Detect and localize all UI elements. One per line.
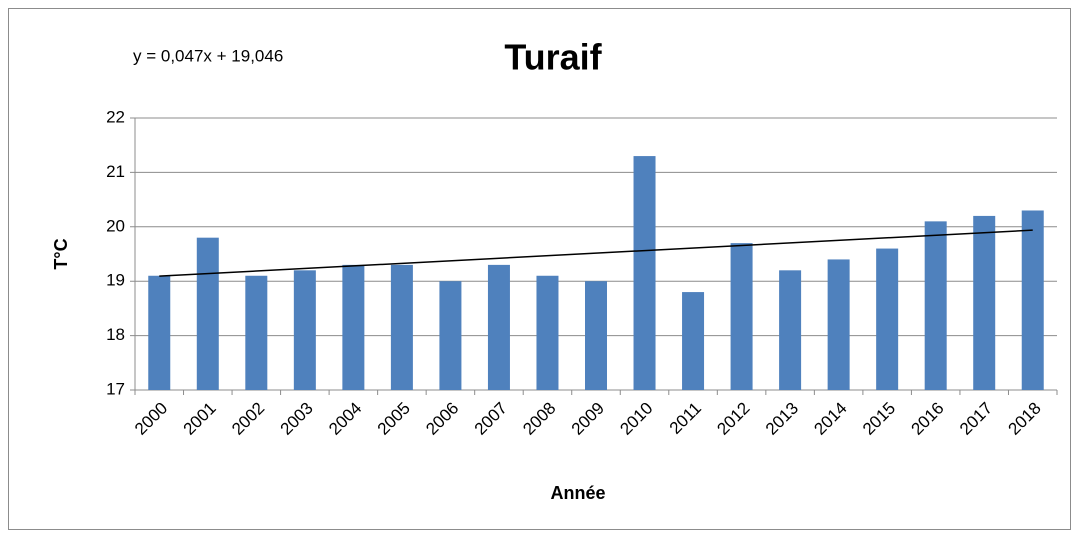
bar bbox=[342, 264, 365, 390]
y-tick-label: 21 bbox=[106, 162, 125, 181]
bar bbox=[293, 270, 316, 390]
y-tick-label: 17 bbox=[106, 379, 125, 398]
bar bbox=[779, 270, 802, 390]
bar bbox=[196, 237, 219, 390]
bar bbox=[876, 248, 899, 390]
bar bbox=[633, 156, 656, 390]
bar bbox=[730, 243, 753, 390]
bar bbox=[1021, 210, 1044, 390]
trendline-equation: y = 0,047x + 19,046 bbox=[133, 46, 283, 65]
y-tick-label: 19 bbox=[106, 271, 125, 290]
bar bbox=[245, 275, 268, 390]
y-tick-label: 20 bbox=[106, 216, 125, 235]
x-axis-title: Année bbox=[550, 483, 605, 503]
bar bbox=[585, 281, 607, 390]
bar bbox=[924, 221, 947, 390]
y-axis-title: T°C bbox=[51, 238, 71, 269]
bar bbox=[148, 275, 171, 390]
chart-border bbox=[8, 8, 1071, 530]
bar bbox=[827, 259, 850, 390]
y-tick-label: 22 bbox=[106, 107, 125, 126]
bar bbox=[390, 264, 413, 390]
chart-title: Turaif bbox=[504, 37, 602, 78]
bar bbox=[487, 264, 510, 390]
y-tick-label: 18 bbox=[106, 325, 125, 344]
bar bbox=[536, 275, 559, 390]
trendline bbox=[159, 229, 1033, 277]
bar bbox=[973, 215, 996, 390]
bar bbox=[682, 292, 705, 390]
bar bbox=[439, 281, 462, 390]
